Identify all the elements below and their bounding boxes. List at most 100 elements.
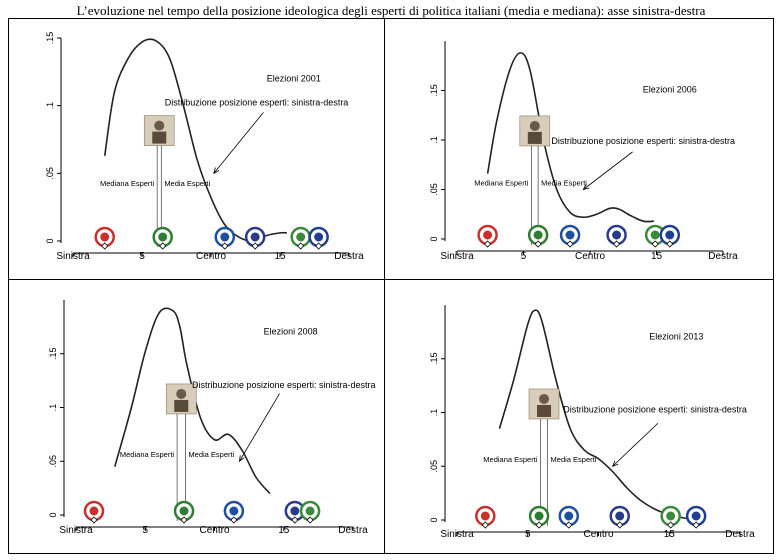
party-logo-inner	[534, 511, 544, 521]
distribution-annotation: Distribuzione posizione esperti: sinistr…	[563, 405, 747, 415]
party-position-marker	[306, 516, 314, 524]
median-label: Mediana Esperti	[100, 179, 155, 188]
party-position-marker	[651, 240, 659, 248]
party-logo-inner	[89, 506, 99, 516]
expert-photo-head	[176, 388, 187, 399]
y-tick-label: .05	[48, 455, 58, 468]
party-position-marker	[565, 521, 573, 529]
density-curve	[486, 52, 654, 223]
distribution-annotation: Distribuzione posizione esperti: sinistr…	[551, 136, 735, 146]
plot-2001: 0 .05 .1 .15 Sinistra 5 Centro 15 Destra Mediana …	[45, 32, 364, 262]
y-tick-label: 0	[48, 512, 58, 517]
party-position-marker	[159, 242, 167, 250]
party-position-marker	[221, 242, 229, 250]
annotation-arrow	[612, 422, 659, 467]
expert-photo-body	[537, 404, 552, 417]
x-tick-label: Centro	[196, 251, 226, 262]
mean-label: Media Esperti	[164, 179, 210, 188]
party-logo-inner	[296, 232, 306, 242]
annotation-arrowhead	[238, 455, 245, 463]
distribution-annotation: Distribuzione posizione esperti: sinistr…	[165, 98, 349, 108]
party-logo-inner	[220, 232, 230, 242]
party-position-marker	[616, 521, 624, 529]
y-tick-label: 0	[429, 236, 439, 241]
party-logo-inner	[483, 230, 493, 240]
expert-photo-body	[152, 131, 167, 144]
party-position-marker	[613, 240, 621, 248]
x-tick-label: 15	[664, 529, 676, 540]
y-tick-label: .05	[429, 460, 439, 473]
party-position-marker	[667, 521, 675, 529]
party-logo-inner	[158, 232, 168, 242]
annotation-arrowhead	[213, 167, 220, 175]
party-logo-inner	[612, 230, 622, 240]
party-position-marker	[534, 240, 542, 248]
chart-title: L’evoluzione nel tempo della posizione i…	[76, 3, 706, 18]
x-tick-label: 5	[139, 251, 145, 262]
plot-2006: 0 .05 .1 .15 Sinistra 5 Centro 15 Destra Mediana …	[429, 41, 738, 262]
x-tick-label: Sinistra	[440, 251, 474, 262]
expert-photo-body	[527, 131, 542, 144]
x-tick-label: Destra	[334, 251, 364, 262]
party-logo-inner	[314, 232, 324, 242]
annotation-arrowhead	[611, 460, 619, 467]
x-tick-label: Sinistra	[59, 525, 93, 536]
median-label: Mediana Esperti	[120, 450, 175, 459]
x-tick-label: Sinistra	[56, 251, 90, 262]
party-position-marker	[692, 521, 700, 529]
party-logo-inner	[100, 232, 110, 242]
expert-photo-head	[154, 120, 165, 131]
x-tick-label: 15	[278, 525, 290, 536]
party-position-marker	[230, 516, 238, 524]
election-year-label: Elezioni 2008	[264, 326, 318, 336]
party-position-marker	[566, 240, 574, 248]
party-position-marker	[101, 242, 109, 250]
election-year-label: Elezioni 2001	[267, 73, 321, 83]
party-logo-inner	[650, 230, 660, 240]
median-label: Mediana Esperti	[483, 455, 538, 464]
annotation-arrow	[583, 151, 633, 190]
x-tick-label: 15	[274, 251, 286, 262]
x-tick-label: Centro	[583, 529, 613, 540]
x-tick-label: 5	[521, 251, 527, 262]
y-tick-label: .15	[429, 352, 439, 365]
annotation-arrow	[213, 112, 264, 174]
party-position-marker	[90, 516, 98, 524]
y-tick-label: .1	[429, 409, 439, 417]
x-tick-label: Sinistra	[440, 529, 474, 540]
x-tick-label: Destra	[338, 525, 368, 536]
panel-2001: 0 .05 .1 .15 Sinistra 5 Centro 15 Destra Mediana …	[8, 18, 385, 280]
x-tick-label: 5	[142, 525, 148, 536]
party-logo-inner	[565, 230, 575, 240]
party-position-marker	[481, 521, 489, 529]
density-curve	[114, 307, 271, 495]
party-logo-inner	[615, 511, 625, 521]
median-label: Mediana Esperti	[474, 179, 529, 188]
expert-photo-head	[529, 120, 540, 131]
party-position-marker	[251, 242, 259, 250]
party-logo-inner	[665, 230, 675, 240]
election-year-label: Elezioni 2013	[649, 331, 703, 341]
x-tick-label: 5	[525, 529, 531, 540]
mean-label: Media Esperti	[541, 179, 587, 188]
annotation-arrow	[239, 393, 280, 462]
mean-label: Media Esperti	[551, 455, 597, 464]
x-tick-label: Destra	[725, 529, 755, 540]
y-tick-label: .1	[429, 136, 439, 144]
party-position-marker	[666, 240, 674, 248]
density-curve	[103, 38, 287, 242]
mean-label: Media Esperti	[188, 450, 234, 459]
x-tick-label: Centro	[575, 251, 605, 262]
panel-2008: 0 .05 .1 .15 Sinistra 5 Centro 15 Destra Mediana …	[8, 279, 385, 554]
y-tick-label: .1	[48, 404, 58, 412]
party-logo-inner	[305, 506, 315, 516]
panel-2006: 0 .05 .1 .15 Sinistra 5 Centro 15 Destra Mediana …	[384, 18, 774, 280]
party-logo-inner	[564, 511, 574, 521]
distribution-annotation: Distribuzione posizione esperti: sinistr…	[192, 380, 376, 390]
party-logo-inner	[691, 511, 701, 521]
party-logo-inner	[480, 511, 490, 521]
y-tick-label: .15	[45, 32, 55, 45]
x-tick-label: Destra	[708, 251, 738, 262]
panel-2013: 0 .05 .1 .15 Sinistra 5 Centro 15 Destra Mediana …	[384, 279, 774, 554]
y-tick-label: .05	[45, 167, 55, 180]
